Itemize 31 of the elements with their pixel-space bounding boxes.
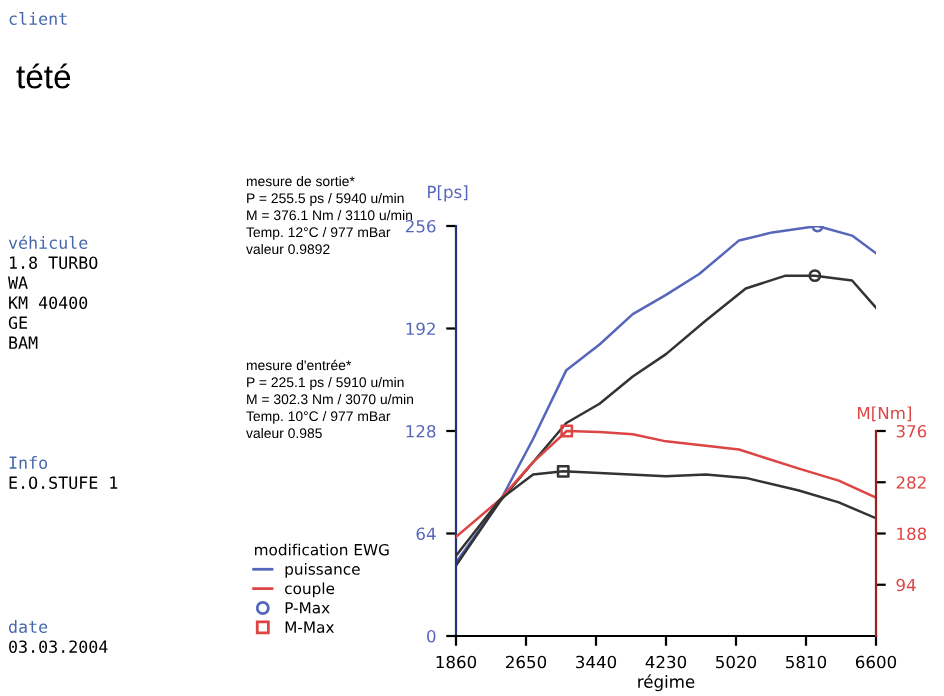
text: date <box>9 620 48 633</box>
x-tick-label: 3440 <box>576 655 617 669</box>
y2-tick-label: 188 <box>897 527 927 541</box>
text: client <box>9 12 67 25</box>
text: 1.8 TURBO <box>10 256 98 269</box>
text: véhicule <box>8 235 88 249</box>
y-tick-label: 192 <box>406 322 435 336</box>
text: E.O.STUFE 1 <box>9 476 118 489</box>
x-tick-label: 2650 <box>506 655 547 669</box>
y-tick-label: 128 <box>406 424 436 438</box>
x-axis-title: régime <box>638 674 695 692</box>
text: Info <box>9 456 48 469</box>
x-tick-label: 4230 <box>645 655 687 669</box>
text: BAM <box>9 336 38 349</box>
y2-tick-label: 282 <box>896 476 926 489</box>
x-tick-label: 1860 <box>436 655 477 669</box>
y2-axis-title: M[Nm] <box>857 406 912 422</box>
x-tick-label: 5020 <box>716 655 757 669</box>
text: 03.03.2004 <box>9 640 108 653</box>
y2-tick-label: 94 <box>896 578 916 592</box>
x-tick-label: 6600 <box>855 655 897 669</box>
y2-tick-label: 376 <box>896 424 927 438</box>
text: tété <box>16 63 71 89</box>
y-tick-label: 0 <box>427 629 436 643</box>
x-tick-label: 5810 <box>786 655 827 669</box>
text: WA <box>8 276 28 289</box>
text: GE <box>8 316 27 329</box>
text: KM 40400 <box>9 296 88 309</box>
y-tick-label: 256 <box>405 219 436 233</box>
y-axis-title: P[ps] <box>428 185 468 202</box>
y-tick-label: 64 <box>416 527 436 541</box>
